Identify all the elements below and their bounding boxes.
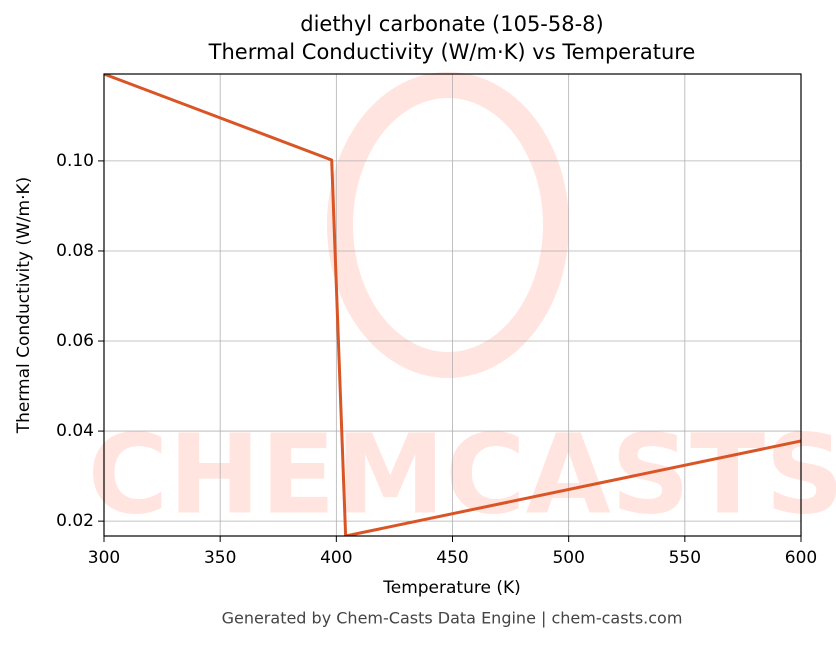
x-tick-label: 500: [552, 548, 584, 568]
watermark: CHEMCASTS: [88, 410, 836, 538]
y-tick-label: 0.08: [56, 241, 94, 261]
y-axis-label: Thermal Conductivity (W/m·K): [14, 177, 34, 435]
x-tick-label: 600: [785, 548, 817, 568]
chart-title: diethyl carbonate (105-58-8): [300, 12, 604, 36]
x-tick-label: 550: [669, 548, 701, 568]
data-line: [104, 74, 801, 536]
x-tick-label: 300: [88, 548, 120, 568]
footer: Generated by Chem-Casts Data Engine | ch…: [222, 609, 683, 628]
series-group: [104, 74, 801, 536]
y-tick-label: 0.10: [56, 151, 94, 171]
x-tick-label: 350: [204, 548, 236, 568]
chart-subtitle: Thermal Conductivity (W/m·K) vs Temperat…: [208, 40, 696, 64]
watermark-logo: [327, 72, 569, 378]
y-tick-label: 0.02: [56, 511, 94, 531]
y-tick-label: 0.06: [56, 331, 94, 351]
x-tick-label: 450: [436, 548, 468, 568]
y-tick-label: 0.04: [56, 421, 94, 441]
x-axis-label: Temperature (K): [382, 578, 521, 598]
x-tick-label: 400: [320, 548, 352, 568]
plot-frame: [103, 73, 802, 537]
